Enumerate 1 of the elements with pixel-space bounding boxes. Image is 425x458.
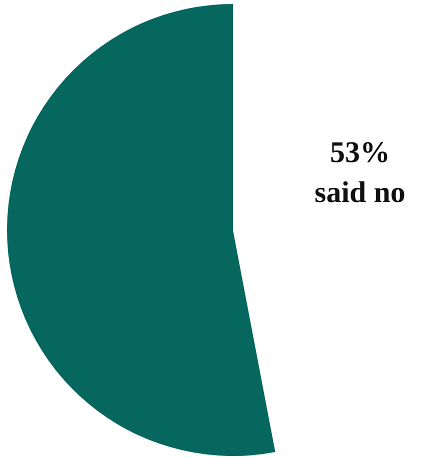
text: 53% said no [314, 136, 406, 209]
